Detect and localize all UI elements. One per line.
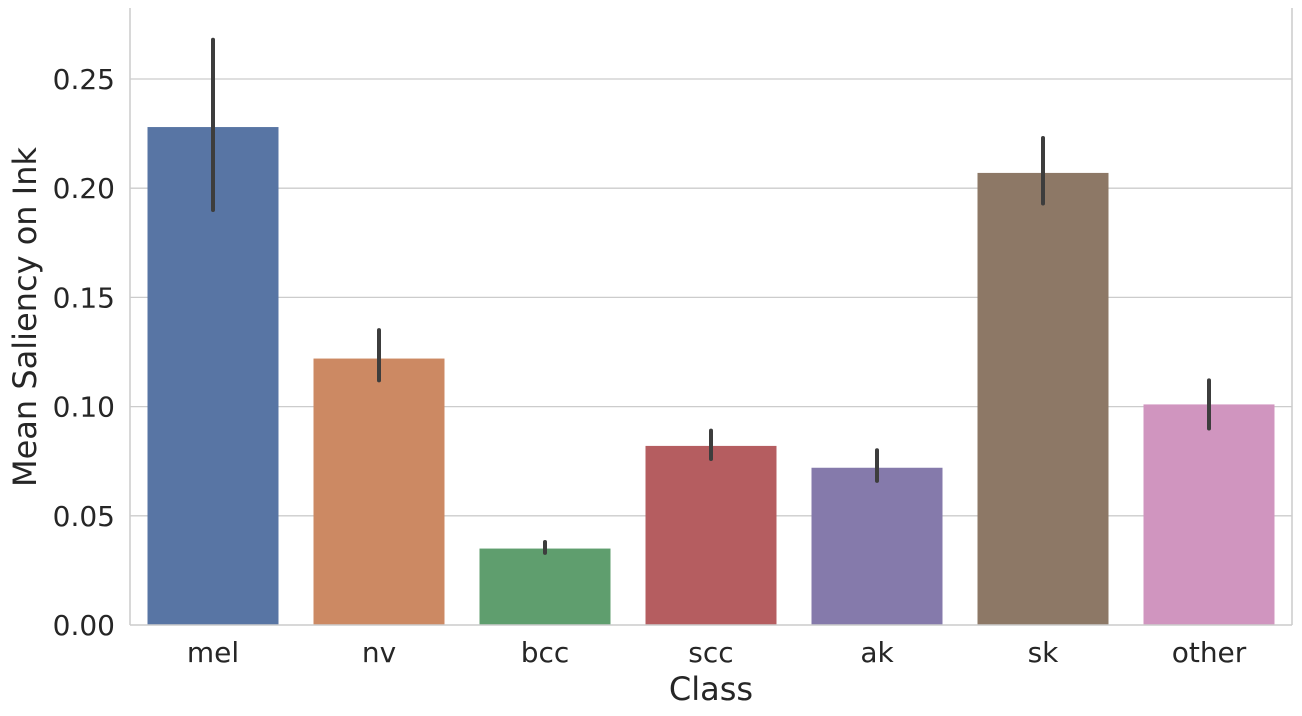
x-axis-label: Class	[669, 670, 753, 708]
x-tick-label: ak	[860, 636, 894, 669]
bar-bcc	[479, 548, 611, 625]
x-tick-label: mel	[187, 636, 239, 669]
bar-scc	[645, 445, 777, 625]
bar-nv	[313, 358, 445, 625]
bar-other	[1143, 404, 1275, 625]
bar-sk	[977, 172, 1109, 626]
y-tick-label: 0.25	[53, 63, 115, 96]
y-tick-label: 0.05	[53, 500, 115, 533]
x-tick-label: other	[1172, 636, 1247, 669]
error-bars	[211, 37, 1211, 555]
y-axis-label: Mean Saliency on Ink	[6, 147, 44, 487]
y-tick-label: 0.15	[53, 281, 115, 314]
x-tick-labels: mel nv bcc scc ak sk other	[187, 636, 1247, 669]
x-tick-label: bcc	[521, 636, 570, 669]
x-tick-label: scc	[688, 636, 733, 669]
y-tick-label: 0.10	[53, 391, 115, 424]
axis-spines	[129, 8, 1293, 626]
y-tick-labels: 0.00 0.05 0.10 0.15 0.20 0.25	[53, 63, 115, 642]
y-tick-label: 0.00	[53, 609, 115, 642]
y-tick-label: 0.20	[53, 172, 115, 205]
x-tick-label: nv	[362, 636, 396, 669]
bars	[147, 127, 1275, 626]
bar-ak	[811, 467, 943, 625]
x-tick-label: sk	[1028, 636, 1060, 669]
